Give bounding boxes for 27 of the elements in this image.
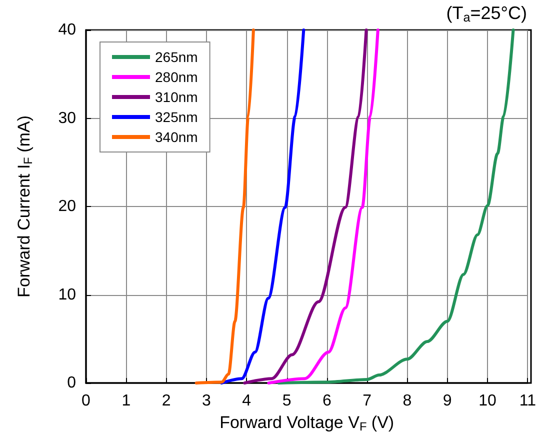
legend-label: 265nm	[155, 49, 198, 65]
legend-label: 325nm	[155, 109, 198, 125]
x-tick-label: 8	[402, 392, 412, 410]
line-series	[267, 28, 380, 384]
y-tick-label: 20	[58, 198, 76, 215]
x-tick-label: 7	[362, 392, 372, 410]
x-tick-label: 9	[442, 392, 452, 410]
y-tick-label: 30	[58, 110, 76, 127]
line-series	[220, 28, 306, 384]
legend-label: 340nm	[155, 129, 198, 145]
x-tick-label: 10	[478, 392, 497, 410]
x-tick-label: 11	[519, 392, 536, 410]
legend-label: 310nm	[155, 89, 198, 105]
x-tick-label: 5	[282, 392, 292, 410]
line-series	[277, 28, 515, 384]
y-tick-label: 40	[58, 22, 76, 38]
x-tick-label: 6	[322, 392, 332, 410]
x-tick-label: 3	[202, 392, 212, 410]
y-axis-title: Forward Current IF (mA)	[14, 115, 35, 298]
y-tick-label: 10	[58, 286, 76, 304]
line-series	[243, 28, 368, 384]
legend-label: 280nm	[155, 69, 198, 85]
x-tick-label: 1	[122, 392, 131, 410]
x-tick-label: 2	[162, 392, 171, 410]
y-tick-label: 0	[67, 374, 76, 392]
x-tick-label: 4	[242, 392, 252, 410]
x-tick-label: 0	[82, 392, 91, 410]
